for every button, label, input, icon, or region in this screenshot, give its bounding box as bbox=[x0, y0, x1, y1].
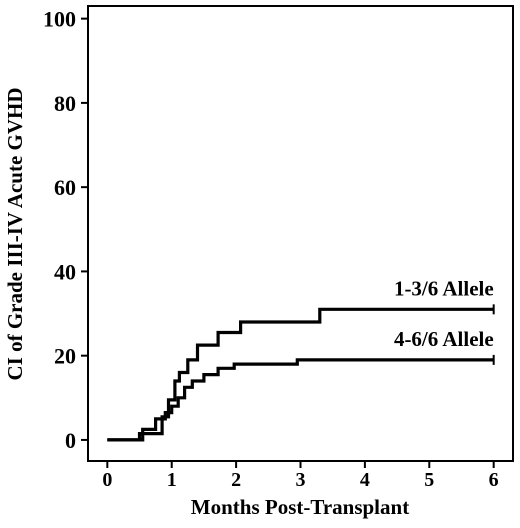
y-axis-title: CI of Grade III-IV Acute GVHD bbox=[3, 87, 27, 380]
y-tick-label: 60 bbox=[54, 175, 76, 200]
x-tick-label: 5 bbox=[424, 469, 434, 491]
x-tick-label: 3 bbox=[296, 469, 306, 491]
y-tick-label: 80 bbox=[54, 91, 76, 116]
y-axis-ticks: 0 20 40 60 80 100 bbox=[43, 7, 88, 453]
series-line-2 bbox=[107, 358, 494, 442]
series-label-2: 4-6/6 Allele bbox=[394, 327, 494, 351]
x-tick-label: 0 bbox=[102, 469, 112, 491]
y-tick-label: 100 bbox=[43, 7, 76, 32]
x-axis-ticks: 0 1 2 3 4 5 6 bbox=[102, 461, 499, 491]
x-tick-label: 6 bbox=[489, 469, 499, 491]
series-line-1 bbox=[107, 307, 494, 442]
x-tick-label: 4 bbox=[360, 469, 370, 491]
x-axis-title: Months Post-Transplant bbox=[191, 495, 409, 519]
series-layer bbox=[107, 304, 495, 442]
x-tick-label: 2 bbox=[231, 469, 241, 491]
series-label-1: 1-3/6 Allele bbox=[394, 276, 494, 300]
series-labels: 1-3/6 Allele 4-6/6 Allele bbox=[394, 276, 494, 351]
y-tick-label: 40 bbox=[54, 259, 76, 284]
y-tick-label: 0 bbox=[65, 428, 76, 453]
y-tick-label: 20 bbox=[54, 344, 76, 369]
plot-frame bbox=[87, 5, 514, 462]
x-tick-label: 1 bbox=[167, 469, 177, 491]
